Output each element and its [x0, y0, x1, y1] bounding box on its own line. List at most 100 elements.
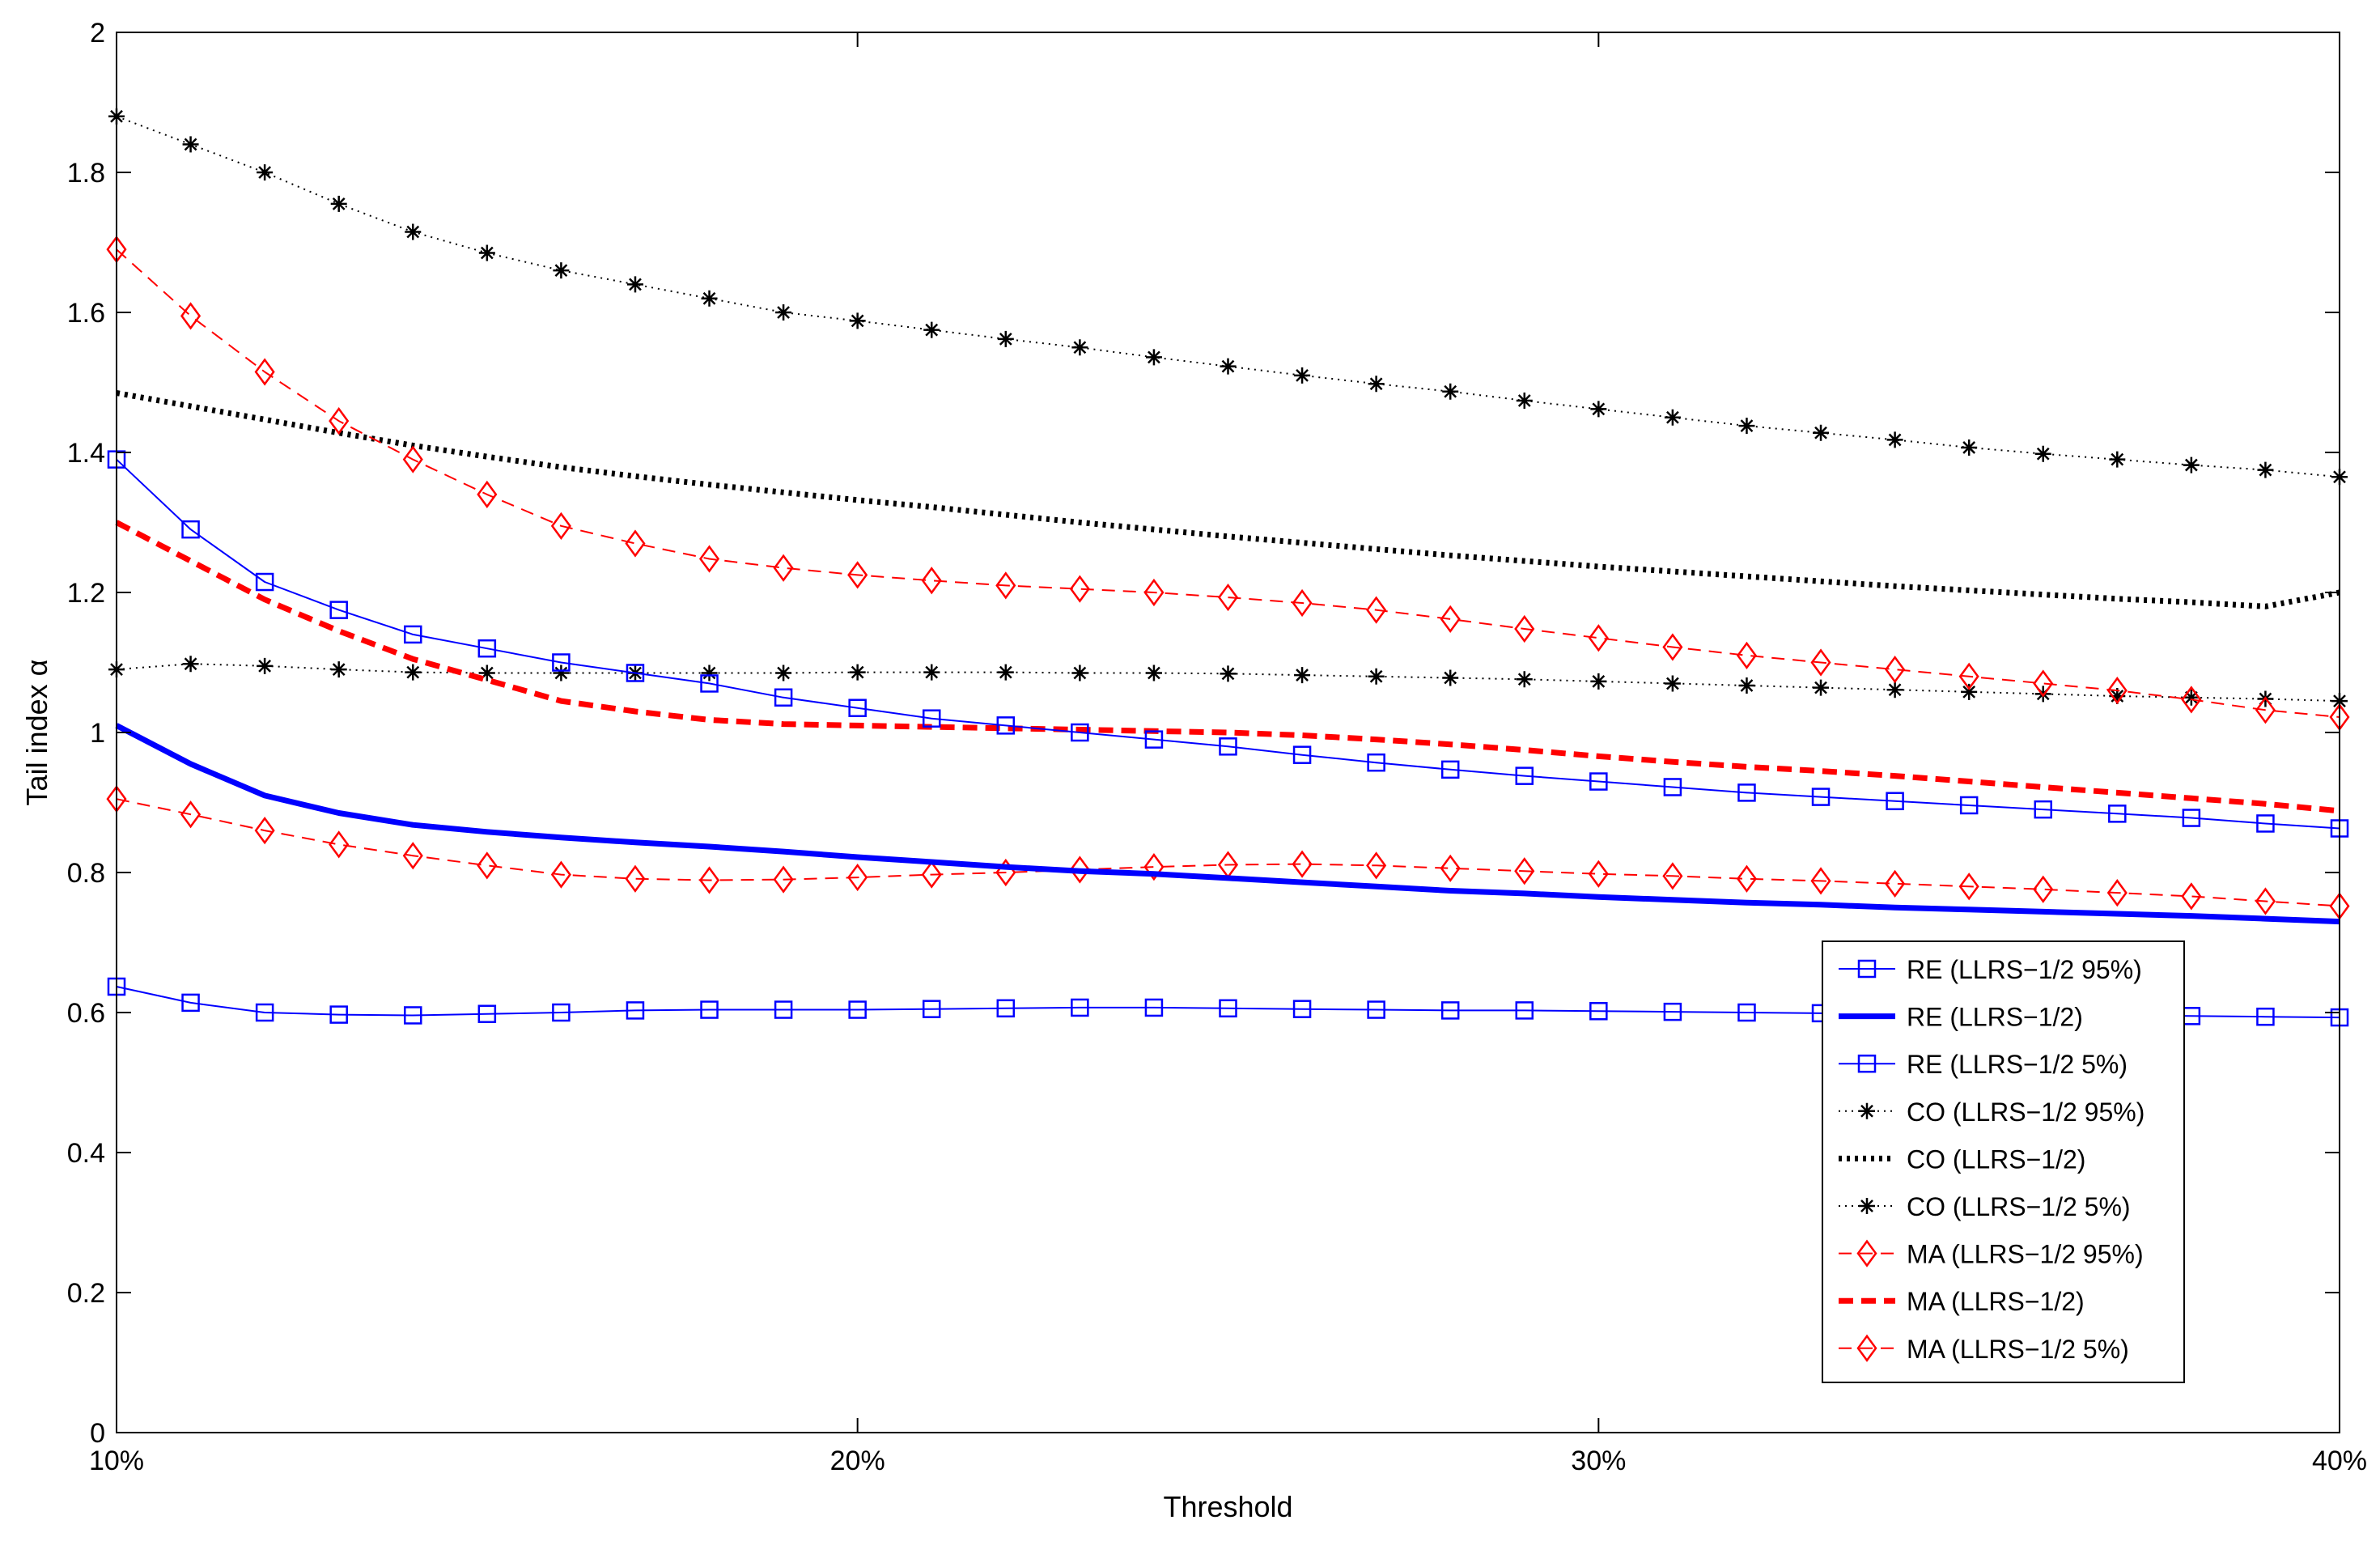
data-point-marker	[1961, 683, 1978, 700]
data-point-marker	[1737, 1003, 1756, 1022]
data-point-marker	[1069, 575, 1090, 603]
data-point-marker	[774, 688, 793, 707]
data-point-marker	[1145, 349, 1162, 366]
data-point-marker	[848, 698, 867, 717]
data-point-marker	[1664, 675, 1681, 692]
data-point-marker	[1961, 439, 1978, 456]
data-point-marker	[1663, 778, 1682, 796]
data-point-marker	[181, 993, 200, 1013]
data-point-marker	[478, 664, 495, 681]
y-tick-label: 0	[90, 1418, 105, 1449]
legend-marker-sample	[1857, 959, 1877, 979]
series-line	[115, 520, 2340, 814]
data-point-marker	[995, 571, 1016, 600]
data-point-marker	[553, 664, 570, 681]
data-point-marker	[2033, 669, 2054, 698]
data-point-marker	[477, 480, 498, 509]
data-point-marker	[849, 312, 866, 329]
data-point-marker	[552, 1003, 571, 1022]
data-point-marker	[1588, 624, 1609, 652]
data-point-marker	[1589, 772, 1608, 791]
data-point-marker	[2182, 809, 2201, 827]
data-point-marker	[1588, 860, 1609, 888]
data-point-marker	[550, 512, 571, 540]
data-point-marker	[405, 223, 422, 240]
data-point-marker	[180, 302, 202, 330]
legend-entry-label: CO (LLRS−1/2)	[1907, 1144, 2085, 1174]
data-point-marker	[329, 1005, 348, 1024]
data-point-marker	[255, 1003, 274, 1022]
data-point-marker	[329, 830, 350, 859]
data-point-marker	[1516, 671, 1533, 688]
series-line	[115, 723, 2340, 925]
data-point-marker	[1294, 667, 1311, 684]
data-point-marker	[180, 800, 202, 829]
data-point-marker	[1885, 869, 1906, 898]
data-point-marker	[257, 164, 274, 180]
data-point-marker	[330, 661, 347, 678]
data-point-marker	[848, 1000, 867, 1019]
series-layer	[106, 108, 2350, 1027]
data-point-marker	[2181, 882, 2202, 911]
data-point-marker	[1958, 662, 1979, 690]
data-point-marker	[1071, 339, 1088, 356]
series-7	[115, 520, 2340, 814]
data-point-marker	[1219, 999, 1237, 1018]
data-point-marker	[1738, 677, 1755, 694]
data-point-marker	[2255, 696, 2276, 724]
data-point-marker	[1514, 857, 1535, 885]
data-point-marker	[701, 664, 718, 681]
y-tick-label: 0.6	[67, 998, 105, 1029]
axes-layer: 10% 20% 30% 40% 0 0.2 0.4 0.6 0.8 1 1.2 1.4 1.6 1.8 2	[67, 18, 2367, 1476]
x-axis-label: Threshold	[1163, 1490, 1292, 1523]
data-point-marker	[1367, 753, 1385, 772]
y-tick-label: 1.8	[67, 158, 105, 189]
data-point-marker	[404, 1006, 422, 1025]
legend-marker-sample	[1857, 1054, 1877, 1073]
data-point-marker	[1217, 583, 1239, 612]
data-point-marker	[1737, 783, 1756, 802]
legend-marker-sample	[1856, 1239, 1877, 1267]
legend-entry-label: MA (LLRS−1/2 5%)	[1907, 1335, 2129, 1364]
data-point-marker	[698, 866, 720, 894]
x-tick-label: 10%	[89, 1446, 144, 1476]
y-tick-label: 0.8	[67, 858, 105, 889]
data-point-marker	[1440, 605, 1461, 633]
data-point-marker	[1071, 998, 1089, 1017]
data-point-marker	[1440, 1001, 1460, 1020]
data-point-marker	[1663, 1002, 1682, 1021]
data-point-marker	[552, 653, 571, 672]
x-tick-label: 20%	[830, 1446, 885, 1476]
data-point-marker	[2106, 878, 2128, 907]
data-point-marker	[405, 664, 422, 681]
data-point-marker	[997, 664, 1014, 681]
data-point-marker	[626, 1001, 645, 1020]
y-tick-label: 1.6	[67, 298, 105, 329]
data-point-marker	[1810, 867, 1831, 895]
data-point-marker	[1515, 1001, 1534, 1020]
data-point-marker	[1143, 578, 1165, 607]
legend-marker-sample	[1859, 1198, 1875, 1214]
data-point-marker	[329, 601, 348, 619]
data-point-marker	[1143, 852, 1165, 881]
series-0	[107, 450, 2349, 838]
data-point-marker	[1292, 850, 1313, 878]
data-point-marker	[1589, 1002, 1608, 1021]
legend-marker-sample	[1856, 1334, 1877, 1362]
data-point-marker	[1294, 367, 1311, 384]
data-point-marker	[1738, 418, 1755, 435]
data-point-marker	[773, 865, 794, 894]
data-point-marker	[849, 664, 866, 681]
data-point-marker	[774, 1000, 793, 1019]
data-point-marker	[1662, 633, 1683, 661]
data-point-marker	[478, 244, 495, 261]
series-1	[115, 723, 2340, 925]
legend-entry-label: CO (LLRS−1/2 5%)	[1907, 1192, 2131, 1221]
data-point-marker	[477, 851, 498, 880]
data-point-marker	[626, 664, 645, 682]
data-point-marker	[255, 572, 274, 592]
data-point-marker	[1813, 424, 1830, 441]
series-4	[116, 390, 2340, 609]
data-point-marker	[921, 860, 942, 889]
